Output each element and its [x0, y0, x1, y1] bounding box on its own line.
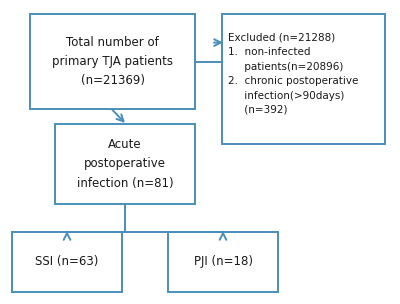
FancyBboxPatch shape: [55, 124, 195, 204]
FancyBboxPatch shape: [30, 14, 195, 109]
FancyBboxPatch shape: [12, 232, 122, 292]
FancyBboxPatch shape: [222, 14, 385, 144]
Text: Acute
postoperative
infection (n=81): Acute postoperative infection (n=81): [77, 139, 173, 189]
Text: SSI (n=63): SSI (n=63): [35, 255, 99, 268]
Text: Total number of
primary TJA patients
(n=21369): Total number of primary TJA patients (n=…: [52, 36, 173, 87]
FancyBboxPatch shape: [168, 232, 278, 292]
Text: PJI (n=18): PJI (n=18): [194, 255, 252, 268]
Text: Excluded (n=21288)
1.  non-infected
     patients(n=20896)
2.  chronic postopera: Excluded (n=21288) 1. non-infected patie…: [228, 33, 358, 115]
